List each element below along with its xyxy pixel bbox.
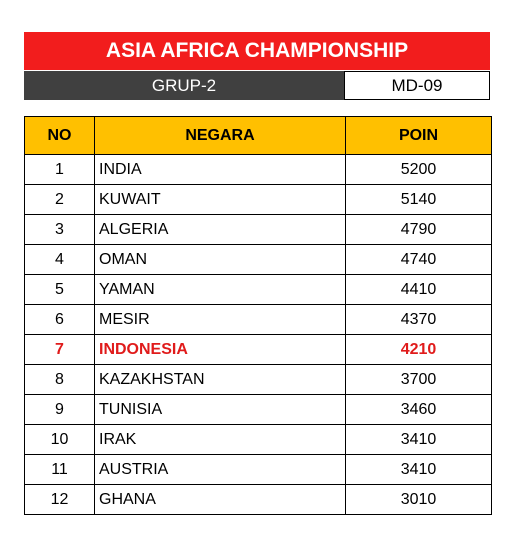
table-row: 12 GHANA 3010 — [24, 484, 492, 515]
header-poin: POIN — [345, 116, 492, 155]
table-row: 9 TUNISIA 3460 — [24, 394, 492, 425]
cell-negara: AUSTRIA — [94, 454, 346, 485]
table-row: 3 ALGERIA 4790 — [24, 214, 492, 245]
cell-no: 10 — [24, 424, 95, 455]
cell-no: 1 — [24, 154, 95, 185]
cell-poin: 5140 — [345, 184, 492, 215]
table-row: 2 KUWAIT 5140 — [24, 184, 492, 215]
cell-negara: INDONESIA — [94, 334, 346, 365]
cell-poin: 3010 — [345, 484, 492, 515]
cell-no: 8 — [24, 364, 95, 395]
group-info-bar: GRUP-2 MD-09 — [24, 71, 490, 100]
cell-negara: MESIR — [94, 304, 346, 335]
cell-no: 12 — [24, 484, 95, 515]
cell-poin: 4790 — [345, 214, 492, 245]
cell-poin: 4740 — [345, 244, 492, 275]
cell-poin: 5200 — [345, 154, 492, 185]
cell-poin: 4210 — [345, 334, 492, 365]
cell-no: 7 — [24, 334, 95, 365]
cell-no: 4 — [24, 244, 95, 275]
cell-poin: 3460 — [345, 394, 492, 425]
cell-negara: GHANA — [94, 484, 346, 515]
table-row: 5 YAMAN 4410 — [24, 274, 492, 305]
table-row: 6 MESIR 4370 — [24, 304, 492, 335]
group-label: GRUP-2 — [24, 71, 344, 100]
table-row: 4 OMAN 4740 — [24, 244, 492, 275]
standings-table: NO NEGARA POIN 1 INDIA 5200 2 KUWAIT 5140 3 ALG… — [24, 116, 492, 515]
table-row: 10 IRAK 3410 — [24, 424, 492, 455]
table-row: 1 INDIA 5200 — [24, 154, 492, 185]
cell-negara: INDIA — [94, 154, 346, 185]
header-negara: NEGARA — [94, 116, 346, 155]
cell-negara: KAZAKHSTAN — [94, 364, 346, 395]
cell-no: 2 — [24, 184, 95, 215]
cell-poin: 3410 — [345, 424, 492, 455]
cell-no: 11 — [24, 454, 95, 485]
cell-negara: KUWAIT — [94, 184, 346, 215]
table-row: 11 AUSTRIA 3410 — [24, 454, 492, 485]
cell-poin: 4410 — [345, 274, 492, 305]
matchday-label: MD-09 — [344, 71, 490, 100]
cell-negara: ALGERIA — [94, 214, 346, 245]
championship-title: ASIA AFRICA CHAMPIONSHIP — [24, 32, 490, 70]
cell-no: 3 — [24, 214, 95, 245]
table-row: 7 INDONESIA 4210 — [24, 334, 492, 365]
cell-poin: 3700 — [345, 364, 492, 395]
cell-poin: 3410 — [345, 454, 492, 485]
cell-no: 6 — [24, 304, 95, 335]
cell-no: 5 — [24, 274, 95, 305]
cell-no: 9 — [24, 394, 95, 425]
cell-negara: YAMAN — [94, 274, 346, 305]
cell-poin: 4370 — [345, 304, 492, 335]
cell-negara: IRAK — [94, 424, 346, 455]
table-header-row: NO NEGARA POIN — [24, 116, 492, 155]
cell-negara: OMAN — [94, 244, 346, 275]
table-row: 8 KAZAKHSTAN 3700 — [24, 364, 492, 395]
cell-negara: TUNISIA — [94, 394, 346, 425]
header-no: NO — [24, 116, 95, 155]
